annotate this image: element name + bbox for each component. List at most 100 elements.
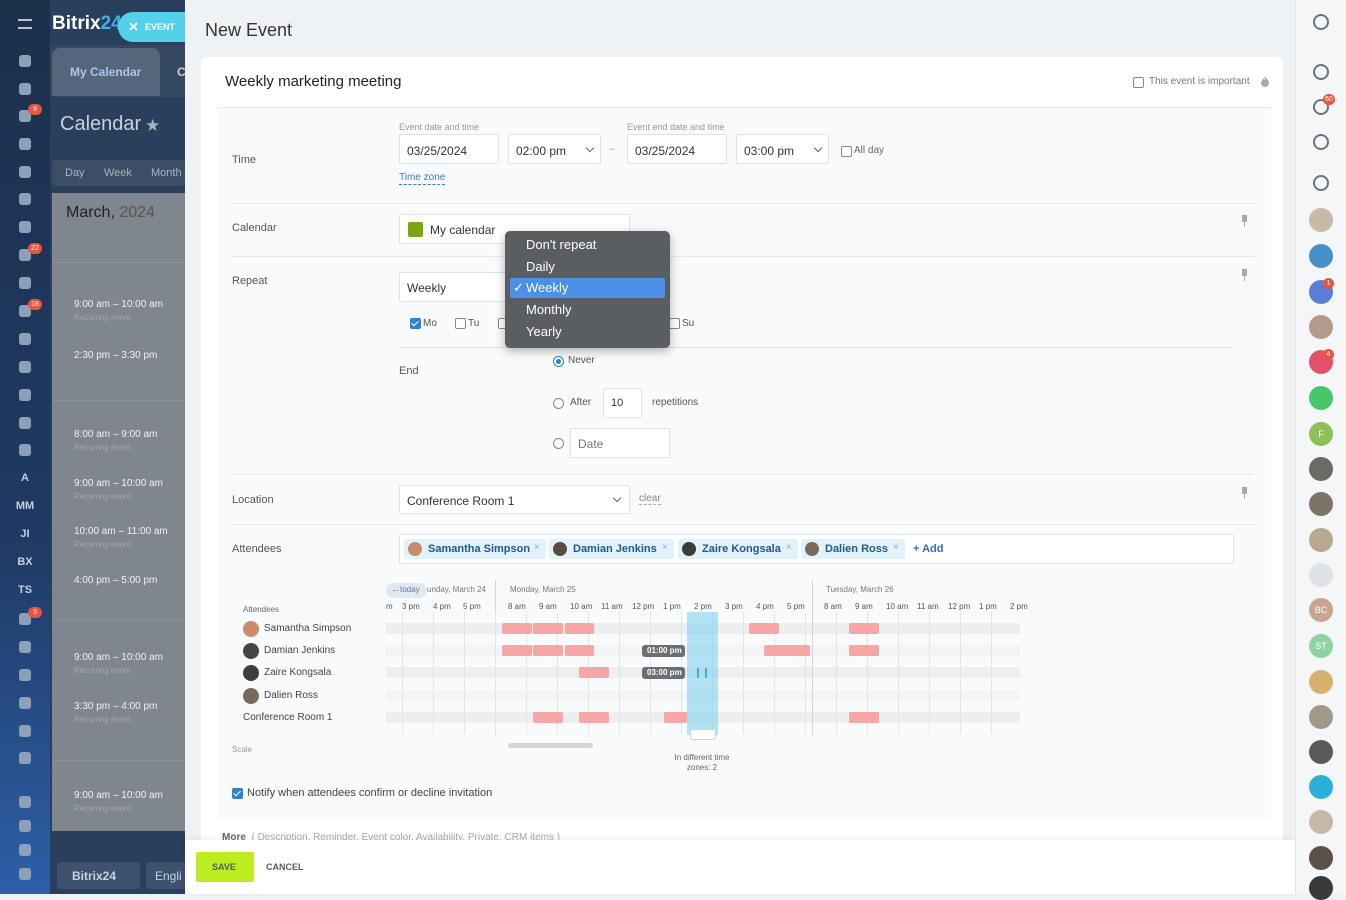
nav-icon[interactable] bbox=[19, 669, 31, 681]
tab[interactable]: C bbox=[177, 65, 186, 79]
nav-icon[interactable] bbox=[19, 796, 31, 808]
dropdown-option[interactable]: Daily bbox=[526, 258, 555, 274]
nav-icon[interactable] bbox=[19, 844, 31, 856]
attendee-chip[interactable]: Zaire Kongsala × bbox=[678, 539, 798, 559]
avatar[interactable] bbox=[1309, 315, 1333, 339]
remove-icon[interactable]: × bbox=[893, 542, 899, 553]
avatar[interactable]: BC bbox=[1309, 598, 1333, 622]
dropdown-option[interactable]: Don't repeat bbox=[526, 237, 597, 252]
day-label[interactable]: Mo bbox=[423, 318, 437, 329]
radio-after[interactable] bbox=[553, 398, 564, 409]
radio-never[interactable] bbox=[553, 356, 564, 367]
dropdown-option[interactable]: Weekly bbox=[510, 278, 665, 299]
nav-icon[interactable] bbox=[19, 697, 31, 709]
nav-icon[interactable] bbox=[19, 361, 31, 373]
nav-icon[interactable] bbox=[19, 820, 31, 832]
event-time[interactable]: 3:30 pm – 4:00 pm bbox=[74, 701, 158, 712]
avatar[interactable] bbox=[1309, 563, 1333, 587]
nav-text-item[interactable]: MM bbox=[15, 500, 35, 512]
nav-icon[interactable] bbox=[19, 138, 31, 150]
scrollbar[interactable] bbox=[508, 743, 593, 748]
nav-icon[interactable] bbox=[19, 110, 31, 122]
event-button[interactable]: EVENT bbox=[118, 12, 188, 42]
nav-text-item[interactable]: JI bbox=[20, 528, 30, 540]
nav-icon[interactable] bbox=[19, 613, 31, 625]
important-label[interactable]: This event is important bbox=[1149, 76, 1250, 87]
nav-text-item[interactable]: A bbox=[21, 472, 29, 484]
tool-icon[interactable] bbox=[1313, 134, 1329, 150]
avatar[interactable] bbox=[1309, 740, 1333, 764]
nav-icon[interactable] bbox=[19, 166, 31, 178]
event-time[interactable]: 4:00 pm – 5:00 pm bbox=[74, 575, 158, 586]
remove-icon[interactable]: × bbox=[786, 542, 792, 553]
nav-icon[interactable] bbox=[19, 221, 31, 233]
nav-icon[interactable] bbox=[19, 249, 31, 261]
avatar[interactable] bbox=[1309, 876, 1333, 900]
tool-icon[interactable] bbox=[1313, 99, 1329, 115]
tool-icon[interactable] bbox=[1313, 175, 1329, 191]
avatar[interactable] bbox=[1309, 244, 1333, 268]
expand-button[interactable] bbox=[690, 729, 716, 740]
avatar[interactable] bbox=[1309, 846, 1333, 870]
nav-icon[interactable] bbox=[19, 277, 31, 289]
event-time[interactable]: 9:00 am – 10:00 am bbox=[74, 478, 163, 489]
nav-icon[interactable] bbox=[19, 305, 31, 317]
nav-icon[interactable] bbox=[19, 55, 31, 67]
nav-icon[interactable] bbox=[19, 641, 31, 653]
tab[interactable]: My Calendar bbox=[70, 65, 142, 79]
avatar[interactable]: ST bbox=[1309, 634, 1333, 658]
nav-icon[interactable] bbox=[19, 333, 31, 345]
time-zone-link[interactable]: Time zone bbox=[399, 172, 446, 185]
end-time[interactable]: 03:00 pm bbox=[736, 134, 829, 164]
never-label[interactable]: Never bbox=[568, 355, 595, 366]
event-time[interactable]: 9:00 am – 10:00 am bbox=[74, 652, 163, 663]
today-label[interactable]: today bbox=[400, 585, 420, 594]
radio-date[interactable] bbox=[553, 438, 564, 449]
avatar[interactable]: F bbox=[1309, 422, 1333, 446]
all-day-label[interactable]: All day bbox=[854, 145, 885, 156]
nav-text-item[interactable]: BX bbox=[17, 556, 33, 568]
avatar[interactable] bbox=[1309, 705, 1333, 729]
all-day-checkbox[interactable] bbox=[841, 146, 852, 157]
avatar[interactable] bbox=[1309, 208, 1333, 232]
day-checkbox[interactable] bbox=[455, 318, 466, 329]
tool-icon[interactable] bbox=[1313, 14, 1329, 30]
nav-icon[interactable] bbox=[19, 868, 31, 880]
view-tab[interactable]: Week bbox=[104, 167, 132, 179]
more-toggle[interactable]: More ( Description, Reminder, Event colo… bbox=[222, 833, 560, 843]
avatar[interactable] bbox=[1309, 528, 1333, 552]
after-label[interactable]: After bbox=[570, 397, 592, 408]
today-button[interactable] bbox=[386, 583, 427, 598]
clear-link[interactable]: clear bbox=[639, 493, 661, 505]
notify-checkbox[interactable] bbox=[232, 788, 243, 799]
attendee-chip[interactable]: Damian Jenkins × bbox=[549, 539, 674, 559]
day-checkbox[interactable] bbox=[410, 318, 421, 329]
event-time[interactable]: 8:00 am – 9:00 am bbox=[74, 429, 158, 440]
attendee-chip[interactable]: Samantha Simpson × bbox=[404, 539, 546, 559]
nav-icon[interactable] bbox=[19, 389, 31, 401]
important-checkbox[interactable] bbox=[1133, 77, 1144, 88]
view-tab[interactable]: Day bbox=[65, 167, 85, 179]
view-tab[interactable]: Month bbox=[151, 167, 182, 179]
cancel-button[interactable]: CANCEL bbox=[266, 862, 304, 872]
footer-logo[interactable]: Bitrix24 bbox=[57, 862, 140, 889]
event-time[interactable]: 2:30 pm – 3:30 pm bbox=[74, 350, 158, 361]
end-date-input[interactable]: Date bbox=[570, 428, 670, 458]
selection[interactable] bbox=[687, 612, 718, 735]
day-label[interactable]: Tu bbox=[468, 318, 480, 329]
avatar[interactable] bbox=[1309, 492, 1333, 516]
remove-icon[interactable]: × bbox=[662, 542, 668, 553]
day-label[interactable]: Su bbox=[682, 318, 695, 329]
dropdown-option[interactable]: Yearly bbox=[526, 323, 562, 339]
nav-icon[interactable] bbox=[19, 752, 31, 764]
nav-icon[interactable] bbox=[19, 444, 31, 456]
event-name[interactable]: Weekly marketing meeting bbox=[225, 73, 402, 90]
avatar[interactable] bbox=[1309, 670, 1333, 694]
attendee-chip[interactable]: Dalien Ross × bbox=[801, 539, 905, 559]
save-button[interactable]: SAVE bbox=[196, 852, 254, 882]
nav-icon[interactable] bbox=[19, 725, 31, 737]
start-date[interactable]: 03/25/2024 bbox=[399, 134, 499, 164]
event-time[interactable]: 9:00 am – 10:00 am bbox=[74, 299, 163, 310]
avatar[interactable] bbox=[1309, 457, 1333, 481]
star[interactable]: ★ bbox=[145, 116, 161, 135]
